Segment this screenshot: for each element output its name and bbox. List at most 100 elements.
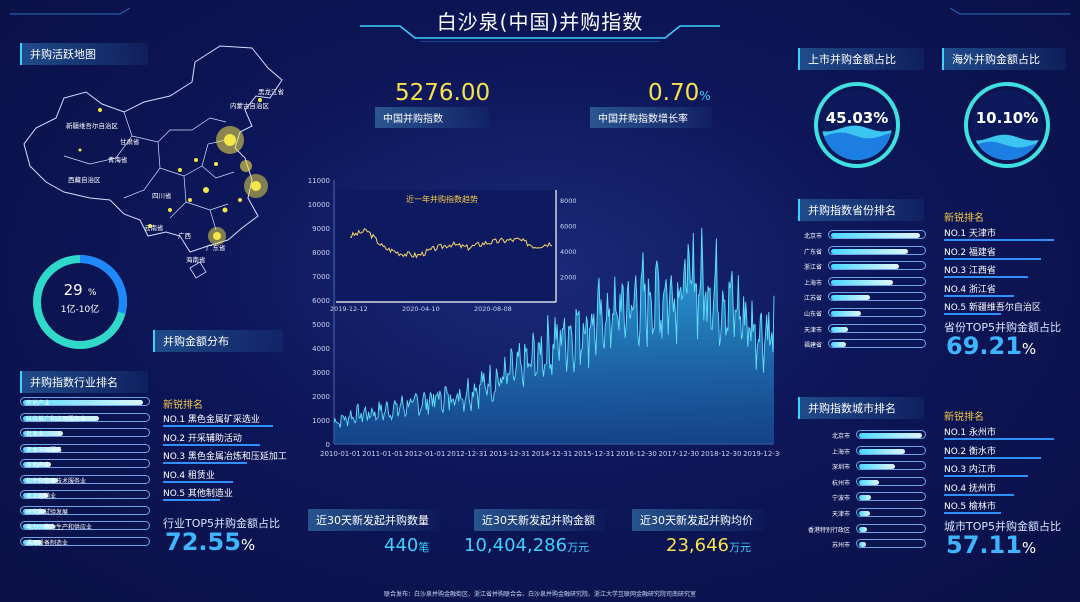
index-area [334,227,774,444]
inset-y-tick: 6000 [560,223,577,231]
industry-top5-label: 行业TOP5并购金额占比 [163,517,281,530]
rank-bar-row[interactable]: 水上运输业 [20,490,150,500]
main-index-chart[interactable]: 0 1000 2000 3000 4000 5000 6000 7000 8000 9000 100… [300,172,780,462]
growth-unit: % [699,89,711,103]
rank-bar-row[interactable]: 杭州市 [832,476,926,487]
inset-y-tick: 8000 [560,197,577,205]
new-rank-item[interactable]: NO.5 榆林市 [944,499,996,512]
ring-caption: 1亿-10亿 [60,305,100,315]
rank-bar-track [856,492,926,502]
rank-bar-row[interactable]: 北京市 [804,230,926,240]
industry-top5-pct: % [240,536,256,554]
rank-bar-row[interactable]: 通用设备制造业 [20,536,150,547]
new-rank-item[interactable]: NO.1 黑色金属矿采选业 [163,412,260,425]
new-rank-underline [163,443,260,446]
rank-bar-row[interactable]: 苏州市 [832,539,926,549]
rank-bar-name: 水上运输业 [26,493,57,500]
rank-bar-row[interactable]: 深圳市 [832,461,926,471]
y-tick-label: 5000 [312,321,330,329]
overseas-gauge[interactable]: 10.10% [962,80,1052,170]
y-tick-label: 7000 [312,273,330,281]
industry-top5-value: 72.55 [165,528,241,556]
rank-bar-track [20,412,150,422]
new-rank-underline [944,512,1002,514]
rank-bar-name: 通用设备制造业 [26,539,69,547]
new-rank-item[interactable]: NO.1 天津市 [944,226,996,239]
page-title: 白沙泉(中国)并购指数 [436,10,644,34]
rank-bar-track [20,428,150,437]
new-rank-item[interactable]: NO.1 永州市 [944,425,996,438]
inset-y-tick: 4000 [560,248,577,256]
rank-bar-row[interactable]: 软件和信息技术服务业 [20,474,150,485]
rank-bar-row[interactable]: 批发业 [20,428,150,438]
map-region-label: 青海省 [108,155,128,164]
rank-bar-row[interactable]: 电力、热力生产和供应业 [20,521,150,531]
rank-bar-track [856,461,926,471]
rank-bar-row[interactable]: 上海市 [804,276,926,287]
rank-bar-row[interactable]: 福建省 [804,339,926,349]
new-rank-item[interactable]: NO.2 开采辅助活动 [163,431,242,444]
inset-title: 近一年并购指数趋势 [406,194,478,204]
rank-bar-row[interactable]: 北京市 [832,430,926,440]
rank-bar-row[interactable]: 上海市 [832,445,926,456]
rank-bar-row[interactable]: 房地产业 [20,397,150,407]
y-tick-label: 9000 [312,225,330,233]
rank-bar-track [20,505,150,515]
new-rank-name: 开采辅助活动 [187,433,242,444]
industry-rank-label: 并购指数行业排名 [20,371,148,393]
new-rank-name: 租赁业 [187,470,215,481]
industry-bars: 房地产业 科技推广和应用服务业 批发业 资本市场服务 房地产业 软件和信息技术服务业 水上运… [20,397,152,557]
rank-bar-row[interactable]: 资本市场服务 [20,443,150,454]
new-rank-item[interactable]: NO.3 江西省 [944,263,996,276]
avg-unit: 万元 [728,541,751,554]
rank-bar-fill [831,279,894,285]
new-rank-item[interactable]: NO.3 内江市 [944,462,996,475]
amount-value: 10,404,286 [464,535,568,556]
new-rank-item[interactable]: NO.2 衡水市 [944,444,996,457]
city-top5-pct: % [1021,539,1037,557]
map-region-label: 云南省 [144,223,164,232]
new-rank-item[interactable]: NO.3 黑色金属冶炼和压延加工 [163,449,287,462]
ring-value-wrap: 29 % [28,280,132,299]
rank-bar-name: 科技推广和应用服务业 [26,415,87,423]
city-new-head: 新锐排名 [944,412,984,423]
rank-bar-row[interactable]: 天津市 [832,508,926,518]
rank-bar-fill [859,511,870,516]
new-rank-underline [944,276,1028,278]
count-wrap: 440笔 [384,535,429,556]
rank-bar-row[interactable]: 天津市 [804,323,926,334]
new-rank-item[interactable]: NO.4 租赁业 [163,468,215,481]
rank-bar-row[interactable]: 山东省 [804,308,926,318]
rank-bar-row[interactable]: 香港特别行政区 [808,523,926,534]
rank-bar-row[interactable]: 宁波市 [832,492,926,502]
new-rank-name: 江西省 [968,266,996,276]
overseas-gauge-label: 海外并购金额占比 [942,48,1066,70]
new-rank-name: 黑色金属矿采选业 [187,415,260,425]
rank-bar-row[interactable]: 浙江省 [804,261,926,271]
new-rank-item[interactable]: NO.4 浙江省 [944,282,996,295]
new-rank-item[interactable]: NO.5 新疆维吾尔自治区 [944,300,1041,313]
rank-bar-row[interactable]: 房地产业 [20,459,150,469]
new-rank-item[interactable]: NO.4 抚州市 [944,481,996,494]
rank-bar-track [828,261,926,271]
new-rank-name: 永州市 [968,428,996,438]
rank-bar-row[interactable]: 广东省 [804,245,926,256]
province-top5: 69.21% [946,332,1036,360]
rank-bar-track [20,397,150,406]
rank-bar-track [20,536,150,546]
rank-bar-row[interactable]: 江苏省 [804,292,926,302]
count-label: 近30天新发起并购数量 [308,509,440,531]
rank-bar-name: 房地产业 [26,462,51,469]
rank-bar-track [828,276,926,286]
inset-x-tick: 2020-08-08 [474,305,512,313]
rank-bar-name: 电力、热力生产和供应业 [26,524,93,531]
rank-bar-row[interactable]: 科技推广和应用服务业 [20,412,150,423]
y-tick-label: 8000 [312,249,330,257]
new-rank-item[interactable]: NO.2 福建省 [944,245,996,258]
new-rank-item[interactable]: NO.5 其他制造业 [163,486,233,499]
listed-gauge[interactable]: 45.03% [812,80,902,170]
amount-distribution-ring[interactable] [28,250,132,354]
rank-bar-row[interactable]: 研究和试验发展 [20,505,150,516]
new-rank-no: NO.4 [163,470,188,481]
china-map[interactable]: 黑龙江省 内蒙古自治区 新疆维吾尔自治区 甘肃省 青海省 西藏自治区 四川省 云… [20,40,285,300]
